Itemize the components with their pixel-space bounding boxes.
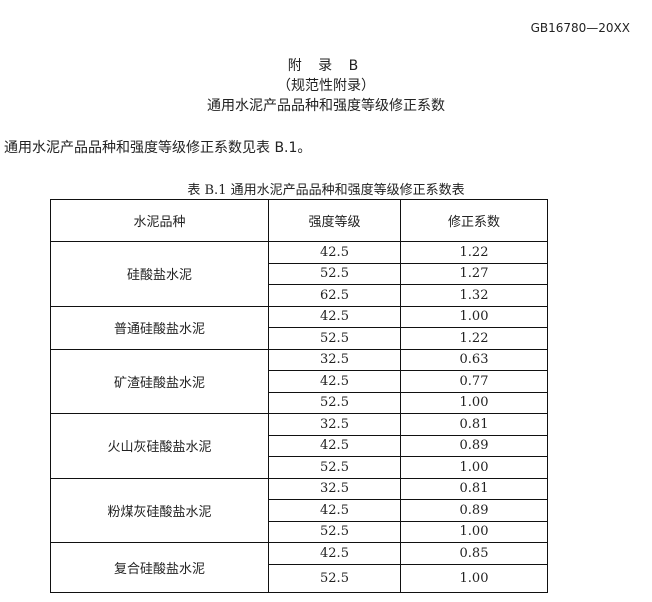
correction-factor-cell: 1.22: [400, 327, 548, 350]
strength-grade-cell: 42.5: [268, 305, 401, 328]
strength-grade-cell: 42.5: [268, 499, 401, 522]
strength-grade-cell: 32.5: [268, 477, 401, 500]
strength-grade-cell: 52.5: [268, 327, 401, 350]
intro-paragraph: 通用水泥产品品种和强度等级修正系数见表 B.1。: [4, 140, 312, 156]
table-row: 52.5 1.22: [51, 327, 548, 350]
strength-grade-cell: 52.5: [268, 456, 401, 479]
appendix-heading: 通用水泥产品品种和强度等级修正系数: [207, 98, 445, 114]
strength-grade-cell: 42.5: [268, 241, 401, 264]
table-row: 52.5 1.00: [51, 391, 548, 414]
column-header-strength-grade: 强度等级: [268, 199, 401, 242]
column-header-cement-type: 水泥品种: [50, 199, 269, 242]
document-code: GB16780—20XX: [530, 21, 630, 35]
table-row: 52.5 1.00: [51, 456, 548, 479]
cement-type-cell: 复合硅酸盐水泥: [50, 542, 269, 593]
strength-grade-cell: 32.5: [268, 348, 401, 371]
appendix-title: 附 录 B: [287, 58, 365, 74]
table-row: 粉煤灰硅酸盐水泥 32.5 0.81: [50, 477, 548, 543]
strength-grade-cell: 52.5: [268, 391, 401, 414]
correction-factor-cell: 0.77: [400, 370, 548, 393]
correction-factor-cell: 0.63: [400, 348, 548, 371]
appendix-type: （规范性附录）: [277, 78, 375, 94]
strength-grade-cell: 32.5: [268, 413, 401, 436]
table-row: 普通硅酸盐水泥 42.5 1.00: [50, 305, 548, 350]
cement-type-cell: 硅酸盐水泥: [50, 241, 269, 307]
correction-factor-cell: 1.00: [400, 520, 548, 543]
strength-grade-cell: 52.5: [268, 520, 401, 543]
correction-factor-cell: 0.89: [400, 434, 548, 457]
table-row: 硅酸盐水泥 42.5 1.22: [50, 241, 548, 307]
correction-factor-cell: 1.22: [400, 241, 548, 264]
table-row: 矿渣硅酸盐水泥 32.5 0.63: [50, 348, 548, 414]
cement-type-cell: 粉煤灰硅酸盐水泥: [50, 477, 269, 543]
strength-grade-cell: 42.5: [268, 434, 401, 457]
cement-type-cell: 矿渣硅酸盐水泥: [50, 348, 269, 414]
correction-factor-cell: 0.81: [400, 413, 548, 436]
strength-grade-cell: 42.5: [268, 370, 401, 393]
correction-factor-cell: 1.00: [400, 305, 548, 328]
strength-grade-cell: 52.5: [268, 563, 401, 593]
cement-type-cell: 火山灰硅酸盐水泥: [50, 413, 269, 479]
correction-factor-cell: 1.27: [400, 262, 548, 285]
correction-factor-cell: 0.81: [400, 477, 548, 500]
strength-grade-cell: 62.5: [268, 284, 401, 307]
correction-factor-cell: 1.00: [400, 456, 548, 479]
strength-grade-cell: 42.5: [268, 542, 401, 565]
table-row: 52.5 1.00: [51, 563, 548, 593]
correction-factor-cell: 0.89: [400, 499, 548, 522]
table-row: 复合硅酸盐水泥 42.5 0.85: [50, 542, 548, 593]
correction-factor-cell: 0.85: [400, 542, 548, 565]
correction-factor-cell: 1.32: [400, 284, 548, 307]
strength-grade-cell: 52.5: [268, 262, 401, 285]
table-row: 52.5 1.00: [51, 520, 548, 543]
correction-factor-cell: 1.00: [400, 391, 548, 414]
table-row: 火山灰硅酸盐水泥 32.5 0.81: [50, 413, 548, 479]
column-header-correction-factor: 修正系数: [400, 199, 548, 242]
table-header-row: 水泥品种 强度等级 修正系数: [50, 199, 548, 242]
table-body: 硅酸盐水泥 42.5 1.22 52.5 1.27 62.5 1.32 普通硅酸盐水泥 42.5…: [50, 241, 548, 593]
table-caption: 表 B.1 通用水泥产品品种和强度等级修正系数表: [187, 183, 465, 198]
cement-type-cell: 普通硅酸盐水泥: [50, 305, 269, 350]
correction-factor-table: 水泥品种 强度等级 修正系数 硅酸盐水泥 42.5 1.22 52.5 1.27 62.5…: [50, 199, 548, 593]
correction-factor-cell: 1.00: [400, 563, 548, 593]
table-row: 42.5 0.89: [51, 499, 548, 522]
